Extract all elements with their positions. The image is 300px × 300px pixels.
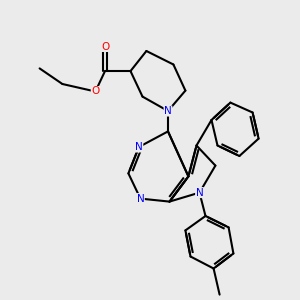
- Text: O: O: [101, 41, 109, 52]
- Text: N: N: [135, 142, 143, 152]
- Text: N: N: [136, 194, 144, 204]
- Text: N: N: [196, 188, 203, 198]
- Text: O: O: [91, 86, 100, 97]
- Text: N: N: [164, 106, 172, 116]
